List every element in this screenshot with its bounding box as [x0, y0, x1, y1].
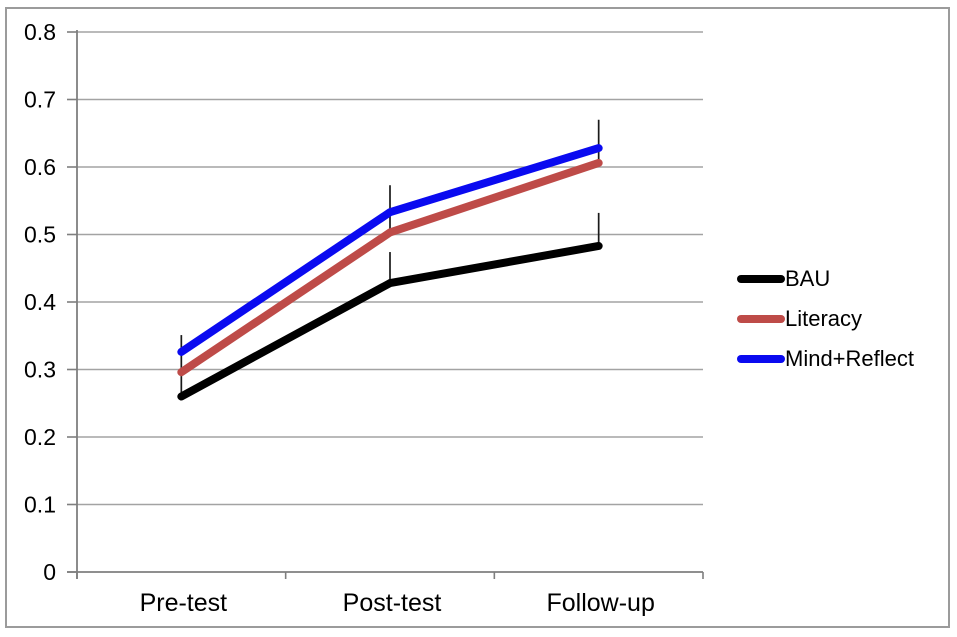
x-tick-label: Follow-up	[546, 589, 654, 617]
y-tick-label: 0.8	[24, 19, 56, 45]
legend: BAU Literacy Mind+Reflect	[737, 259, 952, 379]
legend-swatch-mind-reflect	[737, 355, 785, 363]
legend-label: Mind+Reflect	[785, 346, 915, 371]
y-tick-label: 0.1	[24, 492, 56, 518]
chart-frame: 0 0.1 0.2 0.3 0.4 0.5 0.6 0.7 0.8 Pre-test Post-te…	[5, 7, 950, 628]
y-tick-label: 0.4	[24, 289, 56, 315]
y-tick-label: 0.6	[24, 154, 56, 180]
legend-label: Literacy	[785, 306, 863, 331]
legend-swatch-literacy	[737, 315, 785, 323]
line-chart: 0 0.1 0.2 0.3 0.4 0.5 0.6 0.7 0.8 Pre-test Post-te…	[24, 19, 704, 617]
y-tick-label: 0.7	[24, 87, 56, 113]
y-tick-label: 0.2	[24, 424, 56, 450]
y-tick-label: 0.5	[24, 222, 56, 248]
series-line-literacy	[177, 158, 603, 377]
series-line-bau	[177, 241, 603, 401]
series-line-mind-reflect	[177, 144, 603, 356]
legend-swatch-bau	[737, 275, 785, 283]
x-tick-label: Post-test	[343, 589, 442, 617]
y-tick-label: 0.3	[24, 357, 56, 383]
legend-label: BAU	[785, 266, 831, 291]
legend-item-literacy: Literacy	[737, 299, 952, 339]
legend-item-bau: BAU	[737, 259, 952, 299]
y-tick-label: 0	[43, 559, 56, 585]
x-tick-label: Pre-test	[140, 589, 228, 617]
legend-item-mind-reflect: Mind+Reflect	[737, 339, 952, 379]
